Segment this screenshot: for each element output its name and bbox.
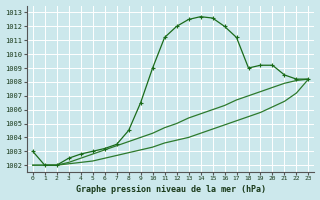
X-axis label: Graphe pression niveau de la mer (hPa): Graphe pression niveau de la mer (hPa) xyxy=(76,185,266,194)
